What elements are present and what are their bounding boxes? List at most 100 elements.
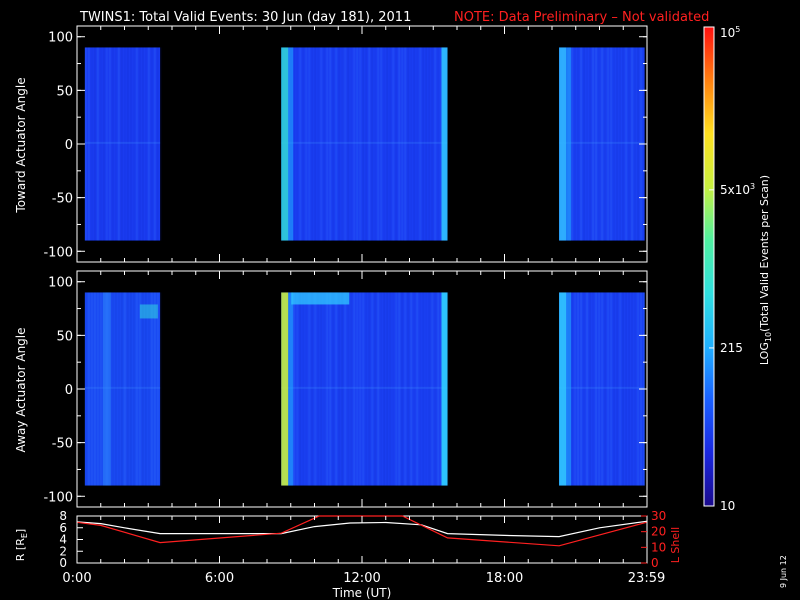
orbit-x-tick-label: 0:00 xyxy=(62,571,91,586)
y-tick-label: -50 xyxy=(52,192,73,207)
lshell-tick-label: 30 xyxy=(651,509,666,523)
segment-edge-left xyxy=(281,292,289,486)
heatmap-segment xyxy=(281,47,449,241)
r-tick-label: 2 xyxy=(59,544,67,558)
segment-streak xyxy=(634,292,637,486)
segment-streak xyxy=(111,47,114,241)
r-label-end: ] xyxy=(14,529,27,533)
segment-streak xyxy=(90,292,93,486)
colorbar-tick-label: 105 xyxy=(720,25,740,40)
segment-band xyxy=(281,141,448,144)
segment-band xyxy=(84,141,161,144)
segment-streak xyxy=(398,292,401,486)
segment-streak xyxy=(150,292,153,486)
colorbar-scale xyxy=(703,26,715,507)
segment-edge-right xyxy=(441,47,448,241)
segment-streak xyxy=(631,47,634,241)
segment-streak xyxy=(320,47,323,241)
segment-streak xyxy=(329,47,332,241)
segment-streak xyxy=(434,47,437,241)
r-label-main: R [R xyxy=(14,538,27,561)
segment-streak xyxy=(117,47,120,241)
orbit-right-ylabel: L Shell xyxy=(669,527,682,563)
colorbar-label: LOG10(Total Valid Events per Scan) xyxy=(758,175,773,365)
away-ylabel: Away Actuator Angle xyxy=(14,327,28,452)
segment-streak xyxy=(135,47,138,241)
orbit-right-ylabel-group: L Shell xyxy=(669,527,682,563)
r-label-sub: E xyxy=(20,533,29,538)
colorbar-label-end: (Total Valid Events per Scan) xyxy=(758,175,771,332)
segment-streak xyxy=(338,292,341,486)
segment-streak xyxy=(428,47,431,241)
colorbar-tick-label: 5x103 xyxy=(720,182,755,197)
segment-streak xyxy=(619,292,622,486)
segment-streak xyxy=(293,47,296,241)
segment-streak xyxy=(132,47,135,241)
segment-streak xyxy=(99,292,102,486)
segment-streak xyxy=(299,47,302,241)
segment-streak xyxy=(308,292,311,486)
segment-band xyxy=(559,386,645,389)
segment-streak xyxy=(156,47,159,241)
segment-streak xyxy=(347,292,350,486)
segment-streak xyxy=(589,292,592,486)
segment-streak xyxy=(111,292,114,486)
segment-streak xyxy=(93,47,96,241)
segment-streak xyxy=(637,292,640,486)
segment-streak xyxy=(138,47,141,241)
segment-streak xyxy=(601,47,604,241)
segment-streak xyxy=(440,47,443,241)
segment-streak xyxy=(592,47,595,241)
y-tick-label: 0 xyxy=(65,138,73,153)
r-series-line xyxy=(76,520,647,538)
segment-streak-bright xyxy=(102,292,111,486)
segment-edge-left xyxy=(281,47,289,241)
segment-streak xyxy=(368,47,371,241)
segment-streak xyxy=(114,292,117,486)
y-tick-label: 100 xyxy=(48,276,73,291)
segment-streak xyxy=(359,47,362,241)
segment-streak xyxy=(308,47,311,241)
segment-streak xyxy=(135,292,138,486)
y-tick-label: 50 xyxy=(56,84,73,99)
segment-streak xyxy=(398,47,401,241)
segment-streak xyxy=(344,47,347,241)
segment-streak xyxy=(577,47,580,241)
segment-streak xyxy=(362,47,365,241)
orbit-x-tick-label: 18:00 xyxy=(486,571,523,586)
segment-streak xyxy=(437,292,440,486)
segment-streak xyxy=(416,292,419,486)
segment-streak xyxy=(320,292,323,486)
segment-edge-inner xyxy=(566,292,572,486)
segment-streak xyxy=(383,47,386,241)
segment-streak xyxy=(114,47,117,241)
segment-streak xyxy=(138,292,141,486)
segment-streak xyxy=(126,47,129,241)
segment-streak xyxy=(156,292,159,486)
segment-streak xyxy=(341,292,344,486)
segment-streak xyxy=(323,292,326,486)
segment-streak xyxy=(595,47,598,241)
segment-streak xyxy=(577,292,580,486)
segment-streak xyxy=(347,47,350,241)
segment-streak xyxy=(353,292,356,486)
segment-streak xyxy=(150,47,153,241)
segment-band xyxy=(281,386,448,389)
segment-streak xyxy=(126,292,129,486)
segment-streak xyxy=(120,47,123,241)
segment-streak xyxy=(323,47,326,241)
away-panel: 100 50 0 -50 -100 xyxy=(43,270,648,508)
lshell-tick-label: 20 xyxy=(651,525,666,539)
segment-streak xyxy=(99,47,102,241)
segment-streak xyxy=(144,292,147,486)
segment-streak xyxy=(607,292,610,486)
segment-streak xyxy=(389,47,392,241)
segment-streak xyxy=(622,47,625,241)
segment-band xyxy=(559,141,645,144)
segment-fill xyxy=(84,292,161,486)
segment-streak xyxy=(583,47,586,241)
segment-edge-right xyxy=(441,292,448,486)
segment-streak xyxy=(416,47,419,241)
segment-streak xyxy=(428,292,431,486)
